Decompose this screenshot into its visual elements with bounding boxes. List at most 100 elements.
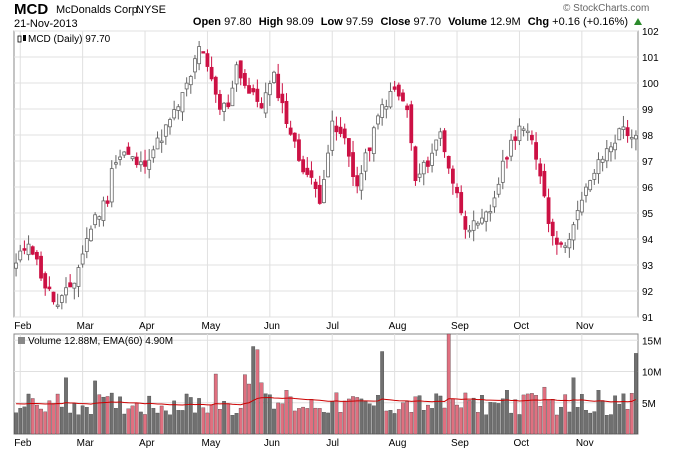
volume-legend-icon bbox=[18, 337, 25, 344]
month-tick-label: Sep bbox=[451, 321, 469, 332]
volume-bar bbox=[109, 392, 114, 435]
candle-body bbox=[118, 156, 122, 160]
volume-bar bbox=[451, 398, 455, 435]
candle-body bbox=[405, 105, 410, 111]
volume-bar bbox=[388, 410, 393, 435]
price-tick-label: 102 bbox=[642, 27, 659, 38]
volume-bar bbox=[342, 400, 347, 435]
volume-bar bbox=[521, 394, 526, 435]
volume-bar bbox=[188, 397, 193, 435]
volume-bar bbox=[14, 412, 18, 435]
candle-body bbox=[521, 128, 526, 131]
candle-body bbox=[326, 152, 330, 178]
volume-bar bbox=[39, 408, 43, 435]
candle-body bbox=[163, 124, 168, 137]
volume-bar bbox=[317, 408, 322, 435]
candle-body bbox=[101, 200, 106, 221]
volume-bar bbox=[22, 406, 27, 435]
candle-body bbox=[284, 100, 289, 124]
candle-body bbox=[563, 245, 568, 248]
month-tick-label: Jun bbox=[264, 321, 280, 332]
candle-body bbox=[600, 158, 605, 163]
volume-bar bbox=[363, 401, 368, 435]
candle-body bbox=[184, 82, 189, 90]
volume-bar bbox=[376, 395, 380, 435]
candle-body bbox=[259, 103, 264, 109]
candle-body bbox=[322, 179, 326, 204]
candle-body bbox=[430, 152, 434, 166]
volume-bar bbox=[392, 413, 397, 435]
close-value: 97.70 bbox=[413, 16, 442, 28]
volume-bar bbox=[559, 406, 563, 435]
volume-bar bbox=[276, 402, 281, 435]
candle-body bbox=[613, 142, 618, 151]
candle-body bbox=[26, 243, 31, 256]
candle-body bbox=[305, 167, 310, 175]
price-tick-label: 98 bbox=[642, 131, 654, 142]
month-tick-label: Nov bbox=[576, 438, 594, 449]
volume-bar bbox=[500, 398, 505, 435]
chart-header: MCD McDonalds Corp. NYSE 21-Nov-2013 © S… bbox=[0, 0, 680, 32]
company-name: McDonalds Corp. bbox=[56, 4, 141, 16]
month-tick-label: Mar bbox=[77, 321, 95, 332]
month-tick-label: Feb bbox=[14, 438, 32, 449]
candle-body bbox=[396, 84, 401, 97]
candle-body bbox=[309, 170, 314, 178]
volume-bar bbox=[409, 412, 414, 435]
candle-body bbox=[39, 255, 43, 279]
open-value: 97.80 bbox=[224, 16, 252, 28]
open-label: Open bbox=[192, 16, 222, 28]
candle-body bbox=[371, 127, 376, 155]
stockcharts-brand[interactable]: © StockCharts.com bbox=[563, 3, 650, 14]
month-tick-label: Jun bbox=[264, 438, 280, 449]
candle-body bbox=[550, 221, 555, 237]
candle-body bbox=[417, 173, 422, 178]
volume-tick-label: 10M bbox=[642, 368, 661, 379]
volume-bar bbox=[263, 393, 268, 435]
volume-bar bbox=[139, 411, 143, 435]
candle-body bbox=[392, 86, 397, 90]
candle-body bbox=[609, 146, 613, 153]
price-tick-label: 100 bbox=[642, 79, 659, 90]
ema60-line bbox=[16, 397, 637, 406]
volume-bar bbox=[367, 403, 372, 435]
candle-body bbox=[509, 139, 514, 157]
volume-legend: Volume 12.88M, EMA(60) 4.90M bbox=[28, 336, 173, 347]
candle-body bbox=[147, 159, 152, 170]
candle-body bbox=[89, 228, 93, 242]
volume-bar bbox=[475, 412, 480, 435]
volume-bar bbox=[600, 400, 605, 435]
volume-bar bbox=[180, 410, 185, 435]
price-x-axis: Feb Mar Apr May Jun Jul Aug Sep Oct Nov bbox=[14, 321, 593, 332]
volume-bar bbox=[130, 405, 135, 435]
volume-bar bbox=[575, 407, 580, 435]
candle-body bbox=[105, 200, 110, 204]
price-tick-label: 99 bbox=[642, 105, 654, 116]
candle-body bbox=[617, 128, 622, 141]
volume-bar bbox=[247, 383, 251, 435]
candle-body bbox=[230, 87, 235, 107]
candle-body bbox=[238, 60, 243, 79]
candle-body bbox=[47, 286, 52, 290]
month-tick-label: Feb bbox=[14, 321, 32, 332]
price-tick-label: 91 bbox=[642, 313, 654, 324]
candle-body bbox=[242, 73, 247, 86]
candle-body bbox=[500, 160, 505, 183]
up-arrow-icon bbox=[634, 18, 642, 25]
candle-body bbox=[367, 147, 372, 152]
candle-body bbox=[571, 224, 576, 241]
volume-bar bbox=[43, 411, 48, 435]
volume-bar bbox=[122, 413, 127, 435]
volume-bar bbox=[371, 405, 376, 435]
volume-bar bbox=[509, 412, 513, 435]
candle-body bbox=[301, 159, 306, 173]
month-tick-label: Aug bbox=[389, 438, 407, 449]
volume-bar bbox=[230, 415, 235, 435]
high-label: High bbox=[258, 16, 284, 28]
candle-body bbox=[272, 71, 276, 83]
volume-bar bbox=[330, 401, 335, 435]
candle-body bbox=[463, 216, 468, 230]
candle-body bbox=[542, 170, 547, 197]
volume-bar bbox=[338, 412, 343, 435]
volume-bar bbox=[47, 400, 52, 435]
